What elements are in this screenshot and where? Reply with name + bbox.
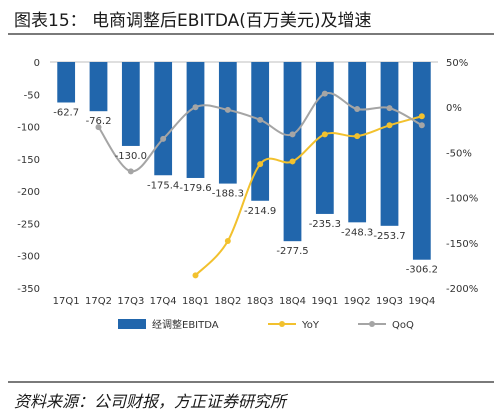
- x-tick-label: 18Q3: [247, 296, 274, 307]
- y-left-tick-label: -150: [17, 155, 40, 166]
- y-right-tick-label: 0%: [446, 103, 462, 114]
- line-series: [95, 90, 425, 279]
- bar-value-label: -248.3: [341, 227, 373, 238]
- x-tick-label: 17Q2: [85, 296, 112, 307]
- qoq-point: [321, 90, 328, 97]
- bar: [154, 62, 173, 176]
- qoq-point: [192, 104, 199, 111]
- qoq-point: [386, 105, 393, 112]
- bar: [57, 62, 76, 103]
- qoq-point: [418, 122, 425, 129]
- yoy-point: [257, 161, 264, 168]
- yoy-point: [192, 272, 199, 279]
- qoq-point: [257, 116, 264, 123]
- yoy-point: [321, 131, 328, 138]
- x-tick-label: 18Q1: [182, 296, 209, 307]
- bar-value-label: -277.5: [276, 246, 308, 257]
- bar-value-label: -214.9: [244, 206, 276, 217]
- legend-label: 经调整EBITDA: [152, 318, 219, 331]
- qoq-point: [95, 124, 102, 131]
- y-right-tick-label: 50%: [446, 58, 468, 69]
- bar-value-label: -62.7: [53, 107, 79, 118]
- title-divider: [8, 33, 494, 35]
- y-right-tick-label: -50%: [446, 148, 472, 159]
- bar-value-label: -179.6: [179, 183, 211, 194]
- bar: [89, 62, 108, 112]
- bar-value-label: -175.4: [147, 180, 179, 191]
- qoq-point: [127, 168, 134, 175]
- legend: 经调整EBITDA YoY QoQ: [118, 318, 414, 331]
- bar: [186, 62, 205, 178]
- yoy-point: [418, 113, 425, 120]
- qoq-point: [224, 106, 231, 113]
- y-right-tick-label: -100%: [446, 194, 478, 205]
- bar-series: [57, 62, 431, 260]
- legend-bar-swatch: [118, 319, 146, 329]
- bar: [283, 62, 302, 242]
- yoy-line: [194, 115, 423, 277]
- x-tick-label: 19Q2: [344, 296, 371, 307]
- y-right-tick-label: -150%: [446, 239, 478, 250]
- bar-value-label: -306.2: [406, 265, 438, 276]
- legend-label: YoY: [301, 320, 320, 331]
- legend-yoy-swatch-marker: [279, 321, 285, 327]
- bar: [380, 62, 399, 226]
- bar: [412, 62, 431, 260]
- source-divider: [8, 381, 494, 383]
- bar: [251, 62, 270, 201]
- y-left-tick-label: -200: [17, 187, 40, 198]
- y-left-tick-label: -300: [17, 252, 40, 263]
- bar: [315, 62, 334, 214]
- x-tick-label: 17Q1: [53, 296, 80, 307]
- y-right-tick-label: -200%: [446, 284, 478, 295]
- legend-qoq-swatch-marker: [369, 321, 375, 327]
- x-tick-label: 19Q1: [311, 296, 338, 307]
- y-left-tick-label: -250: [17, 219, 40, 230]
- qoq-point: [354, 106, 361, 113]
- axes: 0 -50 -100 -150 -200 -250 -300 -350 50% 0% -50% -10…: [17, 58, 478, 307]
- yoy-point: [354, 133, 361, 140]
- yoy-point: [289, 158, 296, 165]
- bar-value-label: -130.0: [115, 151, 147, 162]
- source-note: 资料来源：公司财报，方正证券研究所: [14, 392, 287, 411]
- x-tick-label: 19Q3: [376, 296, 403, 307]
- bar-value-label: -188.3: [212, 189, 244, 200]
- x-tick-label: 19Q4: [408, 296, 435, 307]
- y-left-tick-label: -350: [17, 284, 40, 295]
- x-tick-label: 17Q3: [117, 296, 144, 307]
- legend-label: QoQ: [392, 320, 414, 331]
- y-left-tick-label: -100: [17, 123, 40, 134]
- bar-value-label: -253.7: [373, 231, 405, 242]
- x-tick-label: 18Q4: [279, 296, 306, 307]
- qoq-point: [289, 131, 296, 138]
- y-left-tick-label: -50: [24, 90, 40, 101]
- y-left-tick-label: 0: [34, 58, 40, 69]
- x-tick-label: 18Q2: [214, 296, 241, 307]
- data-labels: -62.7 -76.2 -130.0 -175.4 -179.6-188.3-214.9…: [53, 107, 438, 275]
- chart: 0 -50 -100 -150 -200 -250 -300 -350 50% 0% -50% -10…: [17, 58, 478, 331]
- bar: [121, 62, 140, 146]
- qoq-point: [160, 135, 167, 142]
- bar: [218, 62, 237, 184]
- x-tick-label: 17Q4: [150, 296, 177, 307]
- yoy-point: [386, 122, 393, 129]
- bar-value-label: -76.2: [86, 116, 112, 127]
- chart-title: 图表15： 电商调整后EBITDA(百万美元)及增速: [14, 11, 372, 31]
- bar: [348, 62, 367, 223]
- bar-value-label: -235.3: [309, 219, 341, 230]
- yoy-point: [224, 237, 231, 244]
